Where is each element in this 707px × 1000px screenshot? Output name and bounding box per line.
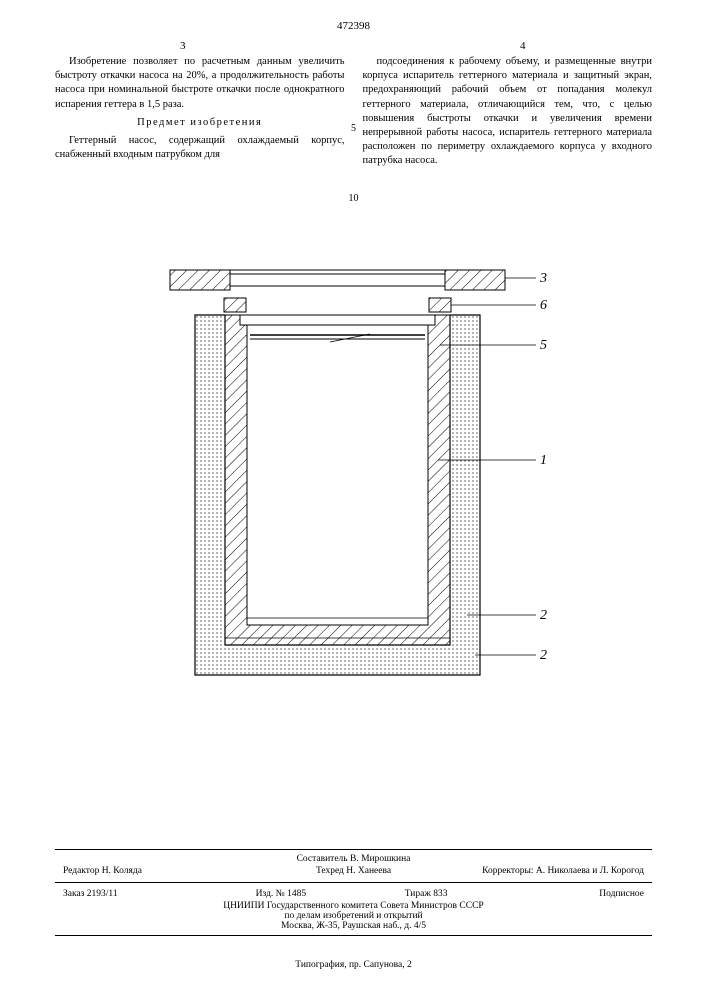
editor: Редактор Н. Коляда bbox=[63, 866, 257, 876]
line-marker-5: 5 bbox=[345, 122, 363, 136]
left-column: Изобретение позволяет по расчетным данны… bbox=[55, 55, 345, 172]
podpis: Подписное bbox=[499, 889, 644, 899]
left-para-1: Изобретение позволяет по расчетным данны… bbox=[55, 55, 345, 112]
right-para-1: подсоединения к рабочему объему, и разме… bbox=[363, 55, 653, 168]
subject-heading: Предмет изобретения bbox=[55, 116, 345, 130]
line-number-gutter: 5 10 bbox=[345, 55, 363, 205]
patent-figure: 3 6 5 1 2 2 bbox=[140, 260, 570, 710]
figure-label-3: 3 bbox=[539, 271, 547, 286]
right-column: подсоединения к рабочему объему, и разме… bbox=[363, 55, 653, 172]
column-number-left: 3 bbox=[180, 40, 186, 52]
column-number-right: 4 bbox=[520, 40, 526, 52]
order: Заказ 2193/11 bbox=[63, 889, 208, 899]
compiler-line: Составитель В. Мирошкина bbox=[55, 854, 652, 864]
figure-label-5: 5 bbox=[540, 338, 547, 353]
line-marker-10: 10 bbox=[345, 192, 363, 206]
address-line: Москва, Ж-35, Раушская наб., д. 4/5 bbox=[55, 921, 652, 931]
techred: Техред Н. Ханеева bbox=[257, 866, 451, 876]
printer-line: Типография, пр. Сапунова, 2 bbox=[0, 960, 707, 970]
correctors: Корректоры: А. Николаева и Л. Корогод bbox=[450, 866, 644, 876]
figure-label-6: 6 bbox=[540, 298, 547, 313]
org-line-1: ЦНИИПИ Государственного комитета Совета … bbox=[55, 901, 652, 911]
izd: Изд. № 1485 bbox=[208, 889, 353, 899]
figure-label-2a: 2 bbox=[540, 608, 547, 623]
left-para-2: Геттерный насос, содержащий охлаждаемый … bbox=[55, 134, 345, 162]
figure-label-1: 1 bbox=[540, 453, 547, 468]
figure-label-2b: 2 bbox=[540, 648, 547, 663]
colophon: Составитель В. Мирошкина Редактор Н. Кол… bbox=[55, 845, 652, 940]
tirazh: Тираж 833 bbox=[354, 889, 499, 899]
org-line-2: по делам изобретений и открытий bbox=[55, 911, 652, 921]
patent-number: 472398 bbox=[0, 0, 707, 32]
